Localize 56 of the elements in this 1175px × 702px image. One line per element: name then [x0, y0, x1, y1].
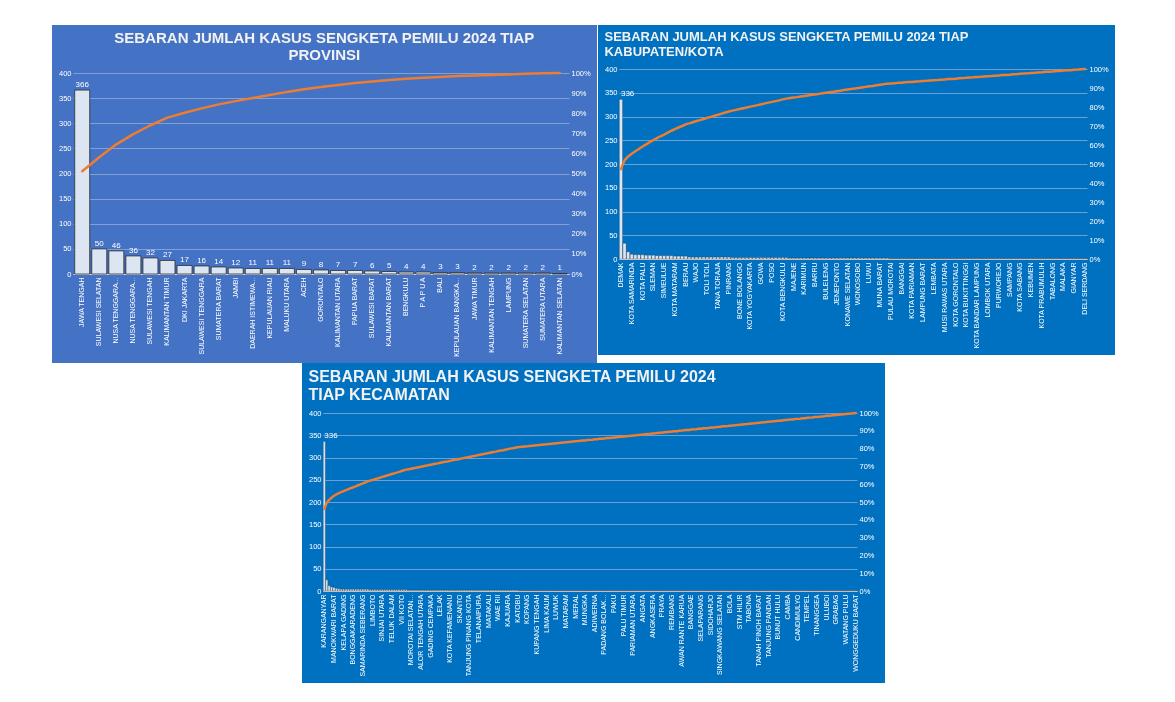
chart-title: SEBARAN JUMLAH KASUS SENGKETA PEMILU 2024 TIAP KECAMATAN [308, 368, 716, 403]
data-label: 16 [197, 255, 207, 265]
bar [676, 255, 681, 260]
bar [630, 254, 634, 260]
bar [658, 255, 663, 260]
data-label: 2 [523, 262, 529, 272]
bar [644, 255, 648, 260]
chart-title: SEBARAN JUMLAH KASUS SENGKETA PEMILU 2024 TIAP PROVINSI [114, 29, 535, 63]
data-label: 27 [163, 250, 173, 260]
bar [335, 588, 338, 592]
chart-title: SEBARAN JUMLAH KASUS SENGKETA PEMILU 2024 TIAP KABUPATEN/KOTA [604, 29, 969, 59]
line-series [619, 67, 1087, 171]
bar [640, 254, 645, 260]
bar [683, 255, 688, 260]
data-label: 366 [75, 80, 90, 90]
bar [619, 99, 623, 260]
bar [665, 255, 670, 260]
bar [637, 254, 641, 260]
bar [647, 255, 652, 260]
data-label: 2 [506, 262, 512, 272]
data-label: 336 [324, 431, 339, 441]
data-label: 3 [438, 262, 444, 272]
line-series [323, 411, 857, 511]
data-label: 7 [335, 260, 341, 270]
data-label: 12 [231, 257, 241, 267]
data-label: 32 [145, 247, 156, 257]
bar [669, 255, 674, 260]
bar [655, 255, 659, 260]
data-label: 1 [557, 263, 563, 273]
bar [323, 441, 326, 592]
data-label: 9 [301, 259, 307, 269]
data-label: 3 [455, 262, 461, 272]
data-label: 6 [369, 260, 375, 270]
data-label: 11 [265, 258, 275, 268]
data-label: 11 [248, 258, 258, 268]
data-label: 46 [111, 240, 122, 250]
data-label: 11 [282, 258, 292, 268]
data-label: 336 [620, 89, 635, 99]
bar [680, 255, 684, 260]
data-label: 36 [128, 245, 139, 255]
data-label: 4 [421, 261, 427, 271]
bar [633, 254, 638, 260]
data-label: 7 [352, 260, 358, 270]
data-label: 2 [540, 262, 546, 272]
bar [662, 255, 666, 260]
data-label: 8 [318, 259, 324, 269]
data-label: 4 [404, 261, 410, 271]
bar [651, 255, 656, 260]
data-label: 50 [94, 238, 105, 248]
bar [673, 255, 677, 260]
data-label: 17 [180, 255, 190, 265]
data-label: 2 [489, 262, 495, 272]
data-label: 14 [214, 256, 224, 266]
data-label: 2 [472, 262, 478, 272]
data-label: 5 [387, 261, 392, 271]
bar [330, 586, 333, 592]
